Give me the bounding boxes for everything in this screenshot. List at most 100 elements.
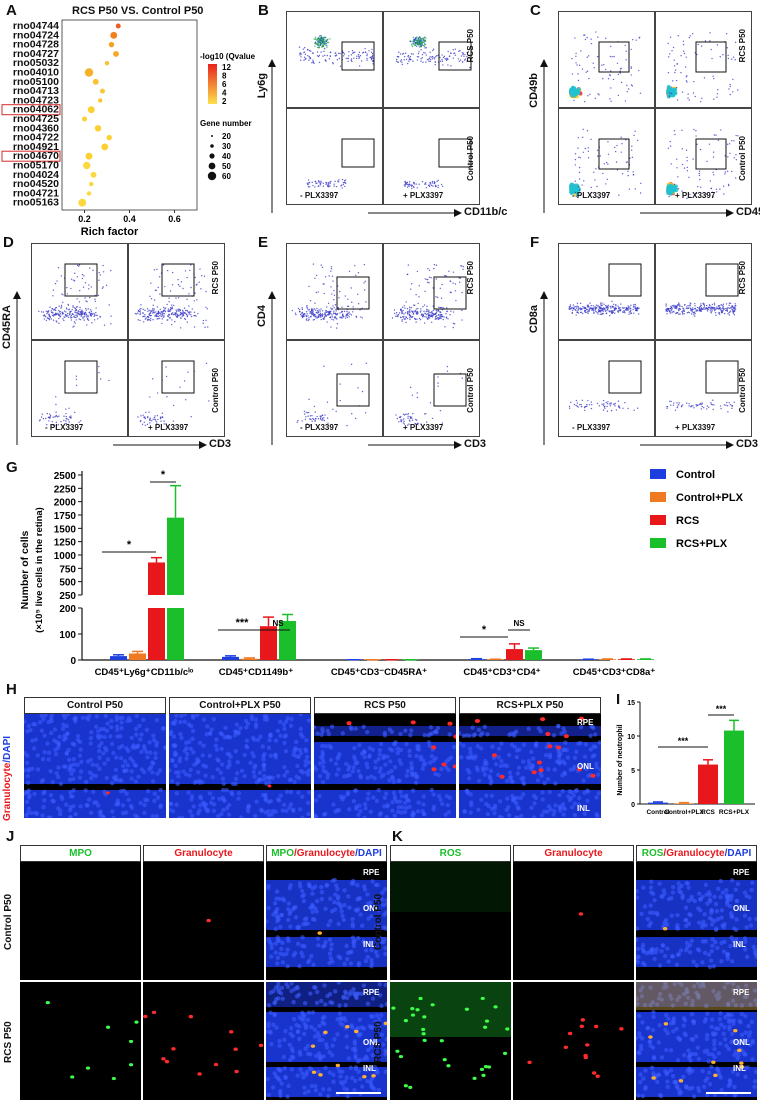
event-dot	[410, 316, 413, 318]
event-dot	[171, 308, 174, 310]
nucleus	[288, 802, 294, 807]
event-dot	[459, 59, 462, 61]
event-dot	[149, 310, 152, 312]
event-dot	[355, 274, 357, 276]
event-dot	[437, 309, 439, 311]
nucleus	[188, 767, 193, 773]
event-dot	[190, 264, 192, 266]
nucleus	[351, 765, 356, 770]
event-dot	[671, 311, 673, 314]
nucleus	[141, 769, 147, 775]
nucleus	[382, 925, 387, 930]
event-dot	[86, 324, 88, 326]
nucleus	[506, 813, 512, 818]
event-dot	[343, 179, 346, 182]
nucleus	[30, 738, 35, 743]
event-dot	[731, 58, 733, 60]
event-dot	[629, 157, 631, 159]
event-dot	[627, 170, 629, 172]
nucleus	[84, 803, 89, 808]
event-dot	[576, 311, 578, 314]
event-dot	[83, 316, 86, 318]
event-dot	[396, 314, 398, 316]
event-dot	[67, 303, 69, 306]
event-dot	[410, 416, 412, 418]
event-dot	[676, 167, 678, 169]
event-dot	[609, 403, 611, 405]
event-dot	[445, 317, 448, 319]
nucleus	[88, 757, 93, 762]
event-dot	[411, 394, 414, 396]
event-dot	[155, 314, 157, 316]
event-dot	[303, 56, 306, 59]
nucleus	[50, 779, 55, 785]
nucleus	[317, 794, 322, 799]
flow-scatter	[137, 360, 210, 428]
event-dot	[325, 182, 328, 184]
event-dot	[343, 310, 346, 313]
highlight-box	[1, 150, 61, 162]
event-dot	[666, 407, 668, 410]
event-dot	[335, 327, 338, 329]
event-dot	[417, 307, 419, 310]
nucleus	[394, 799, 400, 804]
event-dot	[83, 313, 86, 315]
event-dot	[325, 42, 328, 45]
granulocyte-label: Granulocyte	[2, 762, 13, 821]
event-dot	[300, 56, 302, 58]
event-dot	[713, 302, 716, 304]
event-dot	[58, 313, 60, 315]
event-dot	[331, 316, 334, 318]
event-dot	[433, 181, 436, 183]
nucleus	[279, 912, 285, 918]
event-dot	[312, 263, 315, 265]
event-dot	[690, 313, 693, 315]
event-dot	[357, 53, 360, 56]
event-dot	[184, 312, 186, 314]
event-dot	[335, 308, 337, 311]
event-dot	[676, 406, 678, 409]
nucleus	[533, 743, 539, 749]
nucleus	[261, 754, 266, 759]
event-dot	[163, 423, 165, 425]
event-dot	[588, 308, 591, 310]
event-dot	[583, 100, 586, 103]
event-dot	[50, 318, 53, 320]
event-dot	[322, 317, 324, 320]
event-dot	[627, 88, 630, 90]
event-dot	[70, 319, 73, 321]
event-dot	[52, 312, 54, 314]
nucleus	[498, 763, 503, 769]
event-dot	[171, 304, 173, 306]
event-dot	[728, 302, 731, 304]
event-dot	[182, 312, 185, 314]
row-label: Control P50	[466, 136, 475, 181]
event-dot	[147, 310, 149, 312]
event-dot	[398, 312, 401, 314]
event-dot	[679, 308, 682, 311]
event-dot	[77, 310, 80, 312]
y-tick-label: 10	[627, 734, 635, 741]
event-dot	[315, 38, 317, 40]
event-dot	[634, 303, 636, 306]
event-dot	[63, 316, 65, 318]
nucleus	[499, 741, 504, 746]
nucleus	[24, 760, 30, 766]
event-dot	[601, 403, 603, 405]
event-dot	[323, 292, 325, 295]
nucleus	[368, 809, 373, 814]
event-dot	[146, 308, 149, 310]
event-dot	[318, 313, 321, 316]
nucleus	[191, 804, 196, 809]
event-dot	[323, 365, 325, 367]
nucleus	[144, 749, 149, 755]
nucleus	[185, 751, 190, 757]
category-label: Control+PLX	[664, 809, 704, 816]
event-dot	[352, 306, 354, 308]
event-dot	[614, 405, 616, 407]
nucleus	[71, 803, 76, 809]
event-dot	[76, 313, 78, 315]
nucleus	[340, 731, 346, 736]
event-dot	[431, 417, 434, 420]
nucleus	[278, 924, 283, 930]
